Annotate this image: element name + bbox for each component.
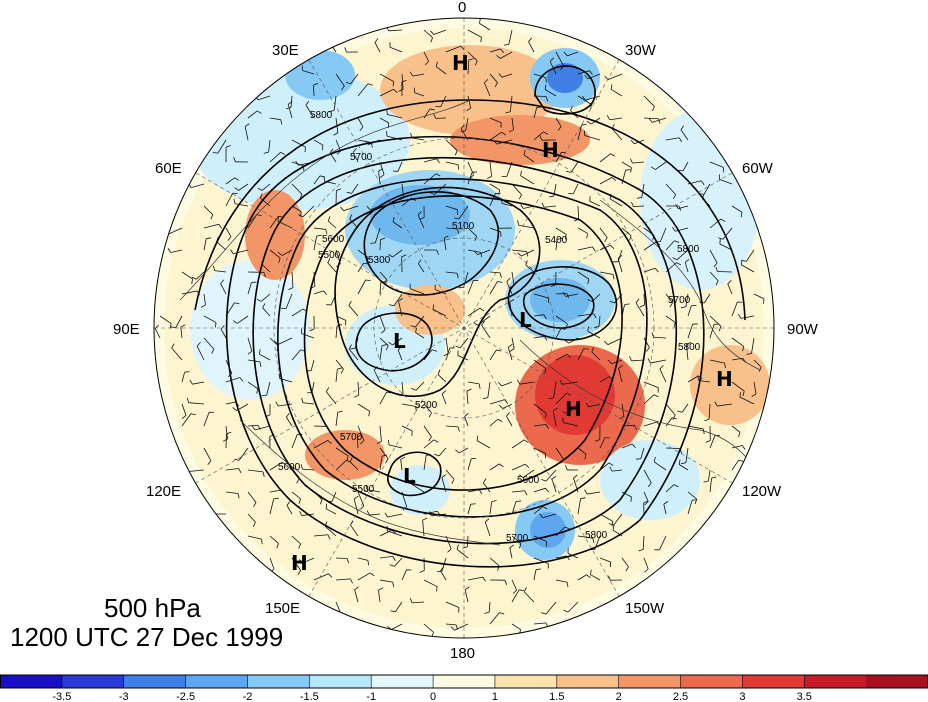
colorbar-tick-label: -1.5: [300, 691, 319, 702]
longitude-label-lon-120w: 120W: [742, 483, 782, 500]
longitude-label-lon-90w: 90W: [787, 321, 819, 338]
graticule: [154, 18, 774, 638]
colorbar-tick-label: 1.5: [549, 691, 564, 702]
contour-label: 5700: [668, 295, 691, 306]
contour-labels: 5800 5700 5600 5500 5400 5300 5200 5100 5800 5700…: [278, 110, 701, 544]
colorbar-swatch: [804, 675, 867, 688]
colorbar-swatch: [556, 675, 620, 688]
pressure-centers: H H H H H L L L: [291, 51, 733, 575]
contour-label: 5500: [318, 250, 341, 261]
colorbar-tick-label: -2: [243, 691, 253, 702]
contour-label: 5200: [415, 400, 438, 411]
colorbar: -3.5 -3 -2.5 -2 -1.5 -1 0 1 1.5 2 2.5 3 3.5: [0, 674, 928, 702]
colorbar-tick-label: 2: [616, 691, 622, 702]
colorbar-swatch: [371, 675, 434, 688]
colorbar-swatch: [309, 675, 372, 688]
longitude-label-lon-0: 0: [458, 0, 466, 16]
wind-barbs: [154, 18, 765, 638]
low-center: L: [519, 308, 532, 332]
longitude-label-lon-120e: 120E: [146, 483, 181, 500]
colorbar-tick-label: 2.5: [673, 691, 688, 702]
contour-label: 5300: [368, 255, 391, 266]
high-center: H: [452, 51, 469, 75]
colorbar-swatch: [185, 675, 248, 688]
colorbar-swatch: [742, 675, 805, 688]
high-center: H: [565, 397, 582, 421]
longitude-label-lon-90e: 90E: [113, 321, 140, 338]
high-center: H: [716, 367, 733, 391]
contour-label: 5800: [677, 244, 700, 255]
contour-label: 5700: [506, 533, 529, 544]
colorbar-tick-label: 0: [430, 691, 436, 702]
low-center: L: [403, 464, 416, 488]
longitude-label-lon-30w: 30W: [625, 42, 657, 59]
colorbar-swatch: [61, 675, 125, 688]
level-label: 500 hPa: [104, 593, 201, 623]
colorbar-tick-label: -3: [119, 691, 129, 702]
valid-time-label: 1200 UTC 27 Dec 1999: [10, 622, 284, 652]
longitude-label-lon-150e: 150E: [265, 600, 300, 617]
high-center: H: [542, 138, 559, 162]
colorbar-swatch: [433, 675, 496, 688]
colorbar-swatch: [247, 675, 310, 688]
contour-label: 5600: [278, 462, 301, 473]
colorbar-tick-label: -2.5: [176, 691, 195, 702]
longitude-label-lon-150w: 150W: [625, 600, 665, 617]
longitude-label-lon-60w: 60W: [742, 160, 774, 177]
colorbar-swatch: [0, 675, 63, 688]
colorbar-swatch: [866, 675, 928, 688]
contour-label: 5400: [545, 235, 568, 246]
colorbar-swatch: [618, 675, 682, 688]
map-boundary: [153, 17, 775, 639]
contour-label: 5800: [678, 342, 701, 353]
colorbar-tick-label: -1: [366, 691, 376, 702]
contour-label: 5700: [350, 152, 373, 163]
colorbar-tick-label: -3.5: [52, 691, 71, 702]
contour-label: 5600: [322, 234, 345, 245]
high-center: H: [291, 551, 308, 575]
longitude-label-lon-180: 180: [450, 645, 475, 662]
colorbar-tick-label: 3: [739, 691, 745, 702]
low-center: L: [393, 329, 406, 353]
contour-label: 5700: [340, 432, 363, 443]
colorbar-swatch: [680, 675, 743, 688]
colorbar-swatch: [494, 675, 558, 688]
longitude-labels: 0 30W 60W 90W 120W 150W 180 150E 120E 90E 60E 30E: [113, 0, 819, 662]
contour-label: 5100: [452, 221, 475, 232]
colorbar-tick-label: 3.5: [797, 691, 812, 702]
contour-label: 5800: [310, 110, 333, 121]
contour-label: 5600: [517, 475, 540, 486]
colorbar-swatch: [123, 675, 187, 688]
longitude-label-lon-30e: 30E: [272, 42, 299, 59]
contour-label: 5500: [352, 484, 375, 495]
colorbar-tick-label: 1: [492, 691, 498, 702]
contour-label: 5800: [585, 530, 608, 541]
longitude-label-lon-60e: 60E: [155, 160, 182, 177]
